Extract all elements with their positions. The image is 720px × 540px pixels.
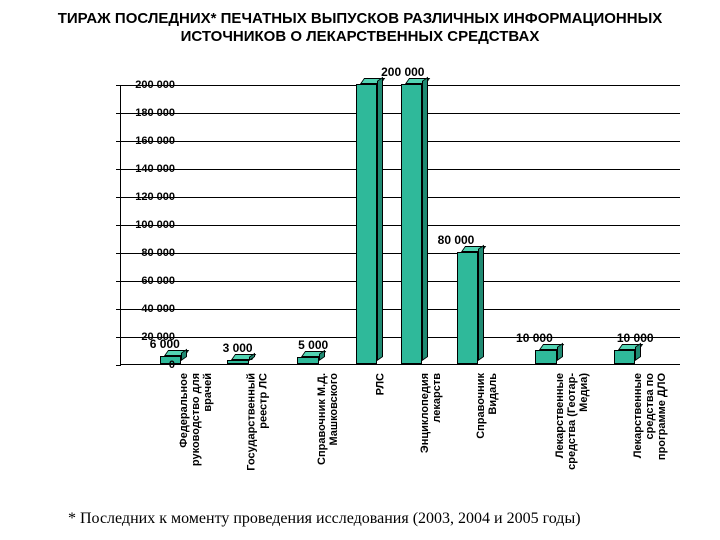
chart-title: ТИРАЖ ПОСЛЕДНИХ* ПЕЧАТНЫХ ВЫПУСКОВ РАЗЛИ… [0, 0, 720, 51]
y-tick-label: 40 000 [115, 303, 175, 315]
bar [535, 350, 556, 364]
y-tick-label: 120 000 [115, 191, 175, 203]
x-axis-labels: Федеральноеруководство дляврачей Государс… [120, 373, 680, 498]
data-label: 200 000 [381, 65, 424, 79]
data-label: 10 000 [516, 331, 553, 345]
x-axis-label: Лекарственныесредства попрограмме ДЛО [632, 373, 668, 460]
bar [614, 350, 635, 364]
x-axis-label: РЛС [374, 373, 386, 395]
bar [227, 360, 248, 364]
bar [401, 84, 422, 364]
data-label: 10 000 [617, 331, 654, 345]
footnote: * Последних к моменту проведения исследо… [68, 510, 581, 528]
y-tick-label: 180 000 [115, 107, 175, 119]
data-label: 80 000 [438, 233, 475, 247]
chart-plot [120, 85, 680, 365]
x-axis-label: Федеральноеруководство дляврачей [178, 373, 214, 466]
y-tick-label: 60 000 [115, 275, 175, 287]
x-axis-label: Государственныйреестр ЛС [246, 373, 270, 471]
x-axis-label: Лекарственныесредства (Геотар-Медиа) [554, 373, 590, 470]
y-tick-label: 200 000 [115, 79, 175, 91]
y-tick-label: 100 000 [115, 219, 175, 231]
data-label: 5 000 [298, 338, 328, 352]
x-axis-label: Справочник М.Д.Машковского [316, 373, 340, 465]
chart-area: 020 00040 00060 00080 000100 000120 0001… [65, 85, 685, 375]
data-label: 6 000 [150, 337, 180, 351]
bar [297, 357, 318, 364]
bar [356, 84, 377, 364]
data-label: 3 000 [223, 341, 253, 355]
y-tick-label: 0 [115, 359, 175, 371]
y-tick-label: 80 000 [115, 247, 175, 259]
y-tick-label: 160 000 [115, 135, 175, 147]
bar [457, 252, 478, 364]
y-tick-label: 140 000 [115, 163, 175, 175]
x-axis-label: СправочникВидаль [475, 373, 499, 439]
x-axis-label: Энциклопедиялекарств [419, 373, 443, 453]
